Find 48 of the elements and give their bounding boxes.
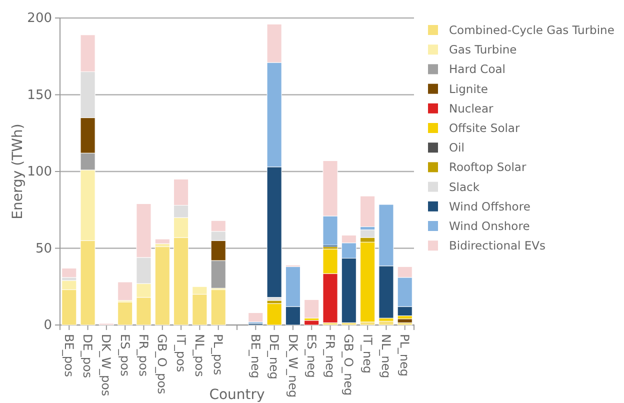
x-tick-label: DK_W_neg bbox=[286, 334, 300, 398]
bar bbox=[266, 303, 282, 326]
legend-label: Wind Offshore bbox=[449, 199, 530, 214]
x-tick-label: ES_neg bbox=[304, 334, 318, 378]
legend-label: Gas Turbine bbox=[449, 42, 517, 57]
y-tick-label: 200 bbox=[27, 11, 52, 26]
legend-label: Rooftop Solar bbox=[449, 160, 526, 174]
legend-label: Oil bbox=[449, 140, 464, 155]
x-tick-label: NL_pos bbox=[192, 334, 206, 377]
x-tick-label: PL_neg bbox=[398, 334, 412, 377]
y-tick-label: 0 bbox=[44, 318, 52, 334]
legend-label: Combined-Cycle Gas Turbine bbox=[449, 23, 614, 37]
x-tick-label: PL_pos bbox=[211, 334, 226, 376]
x-tick-label: IT_pos bbox=[174, 334, 188, 372]
x-tick-label: FR_pos bbox=[136, 334, 151, 376]
bar bbox=[154, 246, 170, 326]
x-tick-label: DE_pos bbox=[80, 334, 95, 378]
x-tick-label: GB_O_neg bbox=[342, 334, 356, 396]
x-tick-label: DE_neg bbox=[267, 334, 282, 380]
x-tick-label: NL_neg bbox=[379, 334, 394, 378]
x-axis-title: Country bbox=[209, 387, 265, 403]
legend-label: Nuclear bbox=[449, 101, 494, 116]
x-tick-label: DK_W_pos bbox=[99, 334, 114, 396]
x-tick-label: GB_O_pos bbox=[155, 334, 170, 394]
legend-label: Hard Coal bbox=[449, 62, 506, 76]
x-tick-label: ES_pos bbox=[118, 334, 132, 376]
legend-label: Bidirectional EVs bbox=[449, 238, 546, 253]
bar bbox=[360, 196, 376, 228]
bar bbox=[397, 318, 412, 323]
y-tick-label: 100 bbox=[27, 164, 52, 180]
bar bbox=[248, 312, 264, 322]
legend-label: Offsite Solar bbox=[449, 121, 520, 135]
bar bbox=[304, 299, 320, 318]
legend-label: Slack bbox=[449, 180, 480, 194]
x-tick-label: FR_neg bbox=[323, 334, 338, 378]
bar bbox=[304, 320, 320, 326]
y-tick-label: 50 bbox=[35, 241, 52, 256]
legend-label: Wind Onshore bbox=[449, 219, 530, 233]
y-axis-title: Energy (TWh) bbox=[10, 124, 26, 220]
bar bbox=[378, 320, 394, 326]
legend-label: Lignite bbox=[449, 82, 488, 96]
x-tick-label: IT_neg bbox=[360, 334, 374, 374]
x-tick-label: BE_pos bbox=[62, 334, 76, 378]
bar bbox=[62, 268, 77, 278]
bar bbox=[154, 238, 170, 244]
bar bbox=[360, 242, 376, 322]
x-tick-label: BE_neg bbox=[248, 334, 262, 378]
y-tick-label: 150 bbox=[27, 88, 52, 103]
